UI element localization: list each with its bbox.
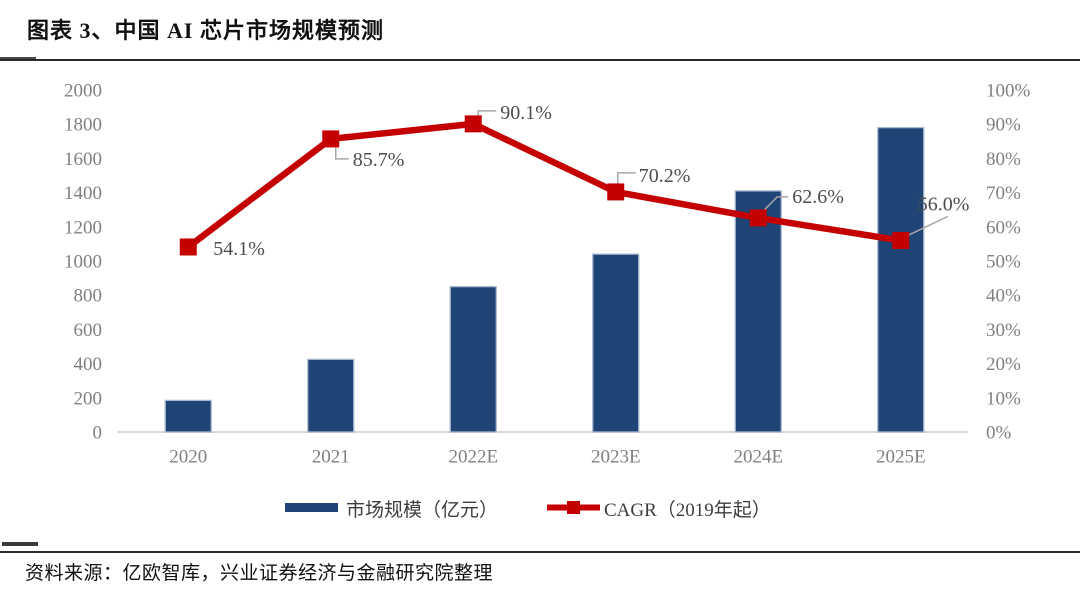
cagr-line <box>186 120 902 250</box>
bar-2024E <box>734 190 782 433</box>
y-right-tick-label: 10% <box>986 388 1021 409</box>
y-right-tick-label: 90% <box>986 115 1021 136</box>
y-right-tick-label: 30% <box>986 320 1021 341</box>
y-left-tick-label: 800 <box>74 286 103 307</box>
y-right-tick-label: 20% <box>986 354 1021 375</box>
x-tick-label: 2024E <box>733 447 783 468</box>
y-right-tick-label: 80% <box>986 149 1021 170</box>
cagr-marker-2022E <box>464 115 482 133</box>
cagr-data-label: 85.7% <box>353 149 405 171</box>
cagr-data-label: 90.1% <box>500 102 552 124</box>
y-left-tick-label: 2000 <box>64 81 102 102</box>
legend-bar-swatch <box>285 503 338 512</box>
source-note: 资料来源：亿欧智库，兴业证券经济与金融研究院整理 <box>25 563 494 584</box>
cagr-data-label: 56.0% <box>918 193 970 215</box>
y-left-tick-label: 1200 <box>64 217 102 238</box>
leader-line <box>762 196 789 212</box>
y-right-tick-label: 60% <box>986 217 1021 238</box>
bar-2023E <box>592 253 640 433</box>
leader-line <box>905 215 949 238</box>
cagr-data-label: 54.1% <box>213 238 265 260</box>
legend-bar-label: 市场规模（亿元） <box>346 499 498 521</box>
y-left-tick-label: 0 <box>93 423 103 444</box>
y-left-tick-label: 1800 <box>64 115 102 136</box>
cagr-marker-2020 <box>179 238 197 256</box>
bottom-rule <box>0 551 1080 553</box>
cagr-marker-2023E <box>607 183 625 201</box>
label-leader-lines <box>335 110 949 238</box>
y-right-tick-label: 100% <box>986 81 1031 102</box>
y-axis-right: 0% 10% 20% 30% 40% 50% 60% 70% 80% 90% 100% <box>986 81 1031 444</box>
bar-2022E <box>449 285 497 433</box>
leader-line <box>335 146 349 160</box>
bottom-rule-accent <box>2 542 38 546</box>
x-tick-label: 2021 <box>312 447 350 468</box>
x-tick-label: 2022E <box>448 447 498 468</box>
bar-series <box>164 126 925 433</box>
legend-line-marker <box>567 501 580 514</box>
x-tick-label: 2020 <box>169 447 207 468</box>
cagr-marker-2025E <box>892 231 910 249</box>
y-axis-left: 0 200 400 600 800 1000 1200 1400 1600 1800 2000 <box>64 81 102 444</box>
y-right-tick-label: 40% <box>986 286 1021 307</box>
y-left-tick-label: 400 <box>74 354 103 375</box>
cagr-data-label: 70.2% <box>639 165 691 187</box>
legend: 市场规模（亿元） CAGR（2019年起） <box>285 499 771 521</box>
cagr-line-series <box>179 115 910 256</box>
y-left-tick-label: 1400 <box>64 183 102 204</box>
bar-2020 <box>164 399 212 433</box>
top-rule <box>0 59 1080 61</box>
bar-2025E <box>877 126 925 433</box>
x-tick-label: 2023E <box>591 447 641 468</box>
figure-title: 图表 3、中国 AI 芯片市场规模预测 <box>27 18 384 43</box>
cagr-data-label: 62.6% <box>792 186 844 208</box>
cagr-marker-2021 <box>322 130 340 148</box>
y-right-tick-label: 0% <box>986 423 1012 444</box>
cagr-marker-2024E <box>749 209 767 227</box>
x-tick-label: 2025E <box>876 447 926 468</box>
y-left-tick-label: 1600 <box>64 149 102 170</box>
y-left-tick-label: 600 <box>74 320 103 341</box>
y-left-tick-label: 1000 <box>64 252 102 273</box>
legend-line-label: CAGR（2019年起） <box>604 499 771 521</box>
y-right-tick-label: 70% <box>986 183 1021 204</box>
y-left-tick-label: 200 <box>74 388 103 409</box>
bar-2021 <box>307 358 355 433</box>
x-axis-labels: 2020 2021 2022E 2023E 2024E 2025E <box>169 447 925 468</box>
leader-line <box>617 172 636 187</box>
data-labels: 54.1% 85.7% 90.1% 70.2% 62.6% 56.0% <box>213 102 969 260</box>
y-right-tick-label: 50% <box>986 252 1021 273</box>
